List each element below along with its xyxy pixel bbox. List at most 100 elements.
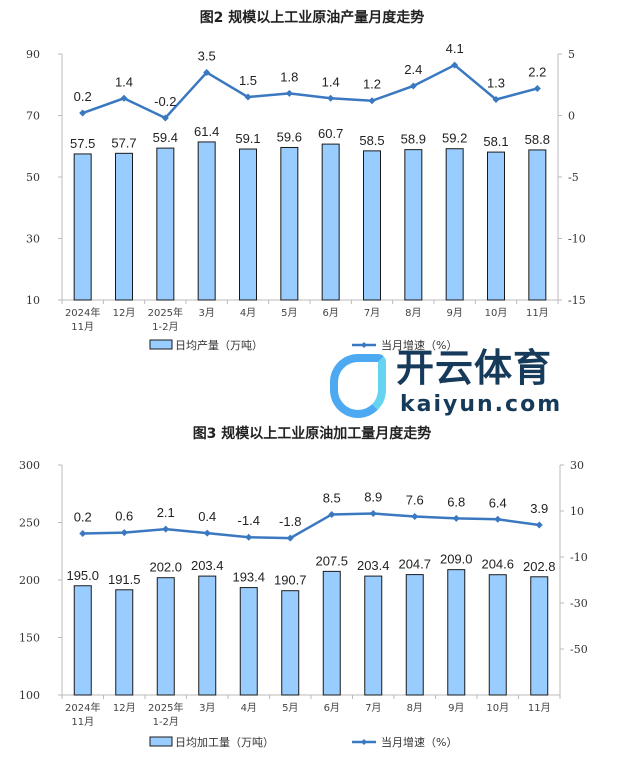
legend-bar-label: 日均加工量（万吨） xyxy=(175,736,274,749)
line-value-label: 0.6 xyxy=(115,509,133,524)
left-tick-label: 30 xyxy=(26,233,40,246)
bar-value-label: 203.4 xyxy=(191,558,224,573)
growth-line xyxy=(82,63,538,120)
right-tick-label: 5 xyxy=(568,48,575,61)
line-marker xyxy=(368,97,376,105)
x-tick-label: 12月 xyxy=(113,307,136,319)
bar-value-label: 59.6 xyxy=(277,129,302,144)
line-marker xyxy=(451,61,459,69)
x-tick-label: 7月 xyxy=(364,307,380,319)
line-marker xyxy=(328,510,336,518)
bar-value-label: 204.7 xyxy=(398,557,431,572)
left-tick-label: 300 xyxy=(19,459,40,472)
bar-value-label: 59.2 xyxy=(442,131,467,146)
line-marker xyxy=(492,96,500,104)
bar xyxy=(487,151,505,301)
bar xyxy=(281,590,300,696)
bar-value-label: 202.0 xyxy=(149,560,182,575)
bar-value-label: 207.5 xyxy=(315,553,348,568)
line-value-label: 7.6 xyxy=(406,493,424,508)
line-value-label: 1.8 xyxy=(280,69,298,84)
x-tick-label: 5月 xyxy=(282,702,298,714)
left-tick-label: 70 xyxy=(26,110,40,123)
bar xyxy=(280,146,299,301)
line-value-label: 0.4 xyxy=(198,509,216,524)
bar xyxy=(197,141,216,301)
left-tick-label: 150 xyxy=(19,632,40,645)
line-value-label: 6.8 xyxy=(447,494,465,509)
line-marker xyxy=(245,533,253,541)
line-value-label: 4.1 xyxy=(446,41,464,56)
line-marker xyxy=(203,529,211,537)
x-tick-label: 6月 xyxy=(324,702,340,714)
bar xyxy=(488,574,507,696)
watermark-brand: 开云体育 xyxy=(396,346,553,390)
bar-value-label: 202.8 xyxy=(523,559,556,574)
bar-value-label: 57.7 xyxy=(111,135,136,150)
line-value-label: 1.3 xyxy=(487,76,505,91)
x-tick-label: 3月 xyxy=(198,307,214,319)
line-marker xyxy=(79,530,87,538)
x-tick-label: 5月 xyxy=(281,307,297,319)
line-marker xyxy=(286,534,294,542)
bar-value-label: 58.1 xyxy=(483,134,508,149)
bar-value-label: 204.6 xyxy=(481,557,514,572)
x-tick-label: 2025年 xyxy=(148,701,183,714)
line-value-label: 1.4 xyxy=(322,74,340,89)
left-tick-label: 250 xyxy=(19,517,40,530)
right-tick-label: -50 xyxy=(570,643,588,656)
bar-value-label: 60.7 xyxy=(318,126,343,141)
legend-bar-swatch xyxy=(149,339,173,350)
x-tick-label: 2025年 xyxy=(148,306,183,319)
line-value-label: 8.9 xyxy=(364,490,382,505)
bar xyxy=(322,570,341,696)
bar-value-label: 59.1 xyxy=(235,131,260,146)
bar-value-label: 203.4 xyxy=(357,558,390,573)
legend-line-marker xyxy=(361,342,367,348)
chart-title: 图2 规模以上工业原油产量月度走势 xyxy=(200,9,425,26)
bar xyxy=(447,569,466,696)
bar-value-label: 191.5 xyxy=(108,572,141,587)
line-marker xyxy=(535,521,543,529)
x-tick-label: 10月 xyxy=(486,702,509,714)
bar xyxy=(239,148,257,301)
x-tick-label: 4月 xyxy=(240,307,256,319)
legend-bar-label: 日均产量（万吨） xyxy=(175,338,263,352)
line-value-label: 3.5 xyxy=(198,48,216,63)
x-tick-label: 1-2月 xyxy=(153,716,179,728)
line-marker xyxy=(161,114,169,122)
bar xyxy=(321,143,340,301)
line-value-label: 3.9 xyxy=(530,501,548,516)
line-value-label: -1.8 xyxy=(279,514,301,529)
line-value-label: 6.4 xyxy=(489,495,507,510)
left-tick-label: 90 xyxy=(26,48,40,61)
bar xyxy=(405,574,424,696)
line-marker xyxy=(285,89,293,97)
line-value-label: 1.4 xyxy=(115,74,133,89)
right-tick-label: -10 xyxy=(568,233,586,246)
bar xyxy=(156,577,175,696)
x-tick-label: 8月 xyxy=(405,307,421,319)
right-tick-label: 10 xyxy=(570,505,584,518)
x-tick-label: 10月 xyxy=(485,307,508,319)
legend-line-marker xyxy=(361,739,367,745)
line-marker xyxy=(120,529,128,537)
right-tick-label: -10 xyxy=(570,551,588,564)
bar-value-label: 190.7 xyxy=(274,573,307,588)
x-tick-label: 11月 xyxy=(528,702,551,714)
bar-value-label: 195.0 xyxy=(66,568,99,583)
bar-value-label: 59.4 xyxy=(153,130,178,145)
right-tick-label: -30 xyxy=(570,597,588,610)
right-tick-label: 30 xyxy=(570,459,584,472)
bar-value-label: 57.5 xyxy=(70,136,95,151)
line-value-label: 1.5 xyxy=(239,73,257,88)
line-marker xyxy=(411,513,419,521)
bar xyxy=(530,576,549,696)
line-marker xyxy=(409,82,417,90)
x-tick-label: 2024年 xyxy=(65,701,100,714)
bar-value-label: 58.5 xyxy=(359,133,384,148)
watermark-logo-icon xyxy=(330,354,386,418)
x-tick-label: 3月 xyxy=(199,702,215,714)
chart-title: 图3 规模以上工业原油加工量月度走势 xyxy=(193,425,432,442)
